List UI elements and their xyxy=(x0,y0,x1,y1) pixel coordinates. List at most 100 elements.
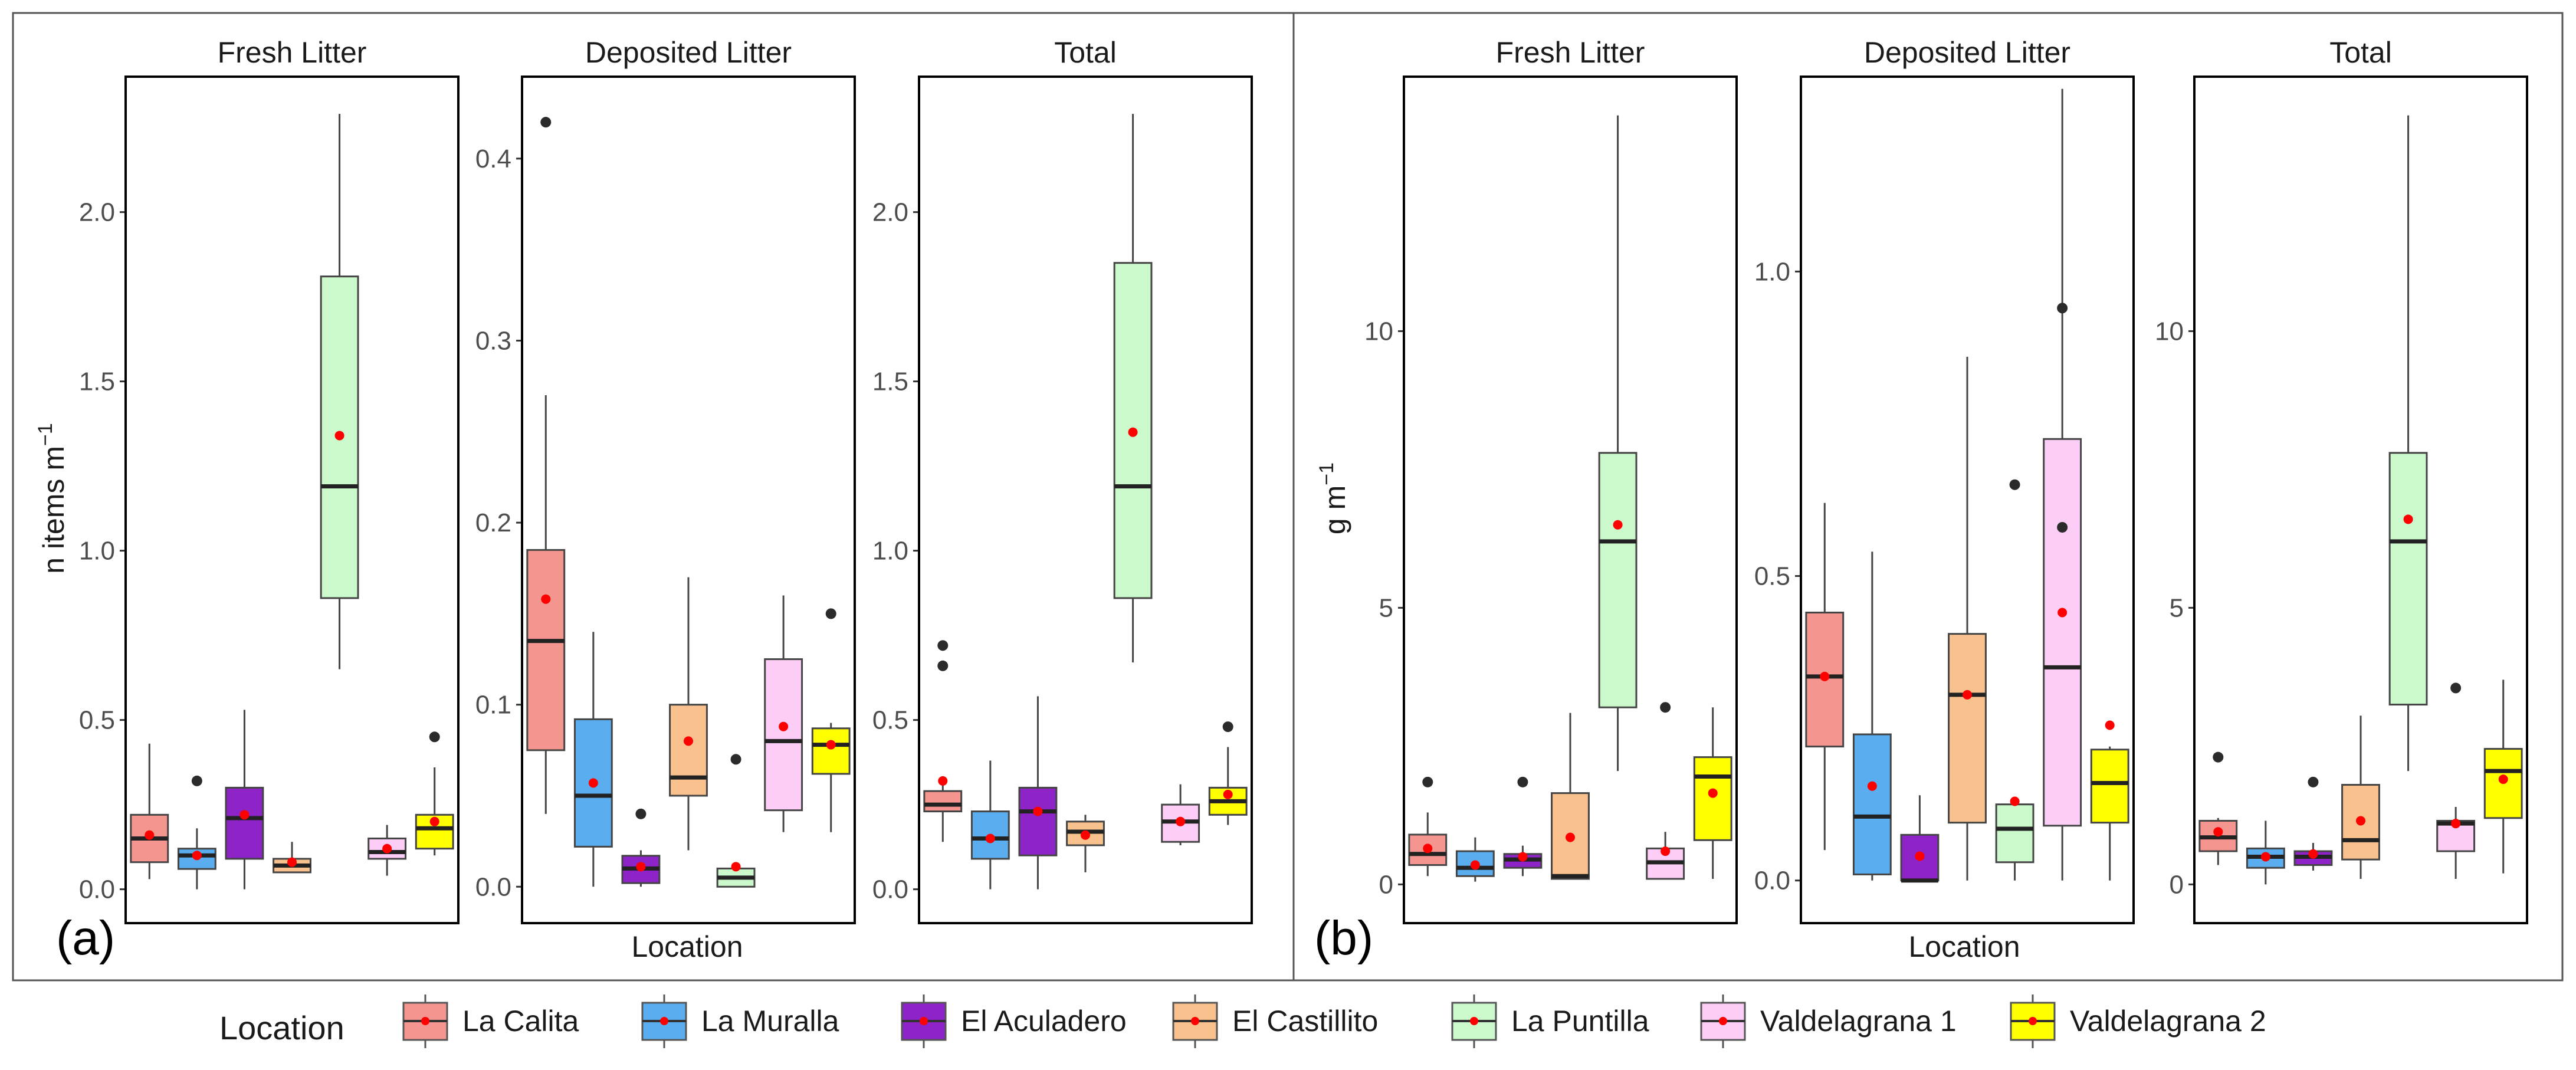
outlier-point xyxy=(1517,776,1528,787)
mean-point xyxy=(1708,788,1718,798)
mean-point xyxy=(938,776,948,786)
y-tick-label: 0.3 xyxy=(475,326,511,355)
panel-4: Fresh Litter 0 5 10 xyxy=(1364,36,1738,924)
legend-item: La Muralla xyxy=(641,994,839,1048)
legend-key-mean xyxy=(1191,1017,1199,1025)
mean-point xyxy=(2451,819,2461,829)
y-axis-title-a: n items m−1 xyxy=(34,423,70,573)
y-axis-title-a-sup: −1 xyxy=(34,423,57,446)
mean-point xyxy=(985,833,995,843)
legend-label: El Aculadero xyxy=(961,1005,1127,1038)
box-7 xyxy=(415,731,454,856)
outlier-point xyxy=(2057,521,2068,533)
box-2 xyxy=(1852,552,1892,881)
box-6 xyxy=(367,825,407,876)
mean-point xyxy=(731,862,741,872)
y-tick-label: 0.5 xyxy=(1754,562,1790,591)
box-1 xyxy=(923,640,963,842)
box-2 xyxy=(573,632,613,887)
panel-label-b: (b) xyxy=(1314,911,1373,965)
box-5 xyxy=(716,754,756,888)
legend-items: La Calita La Muralla El Aculadero El Castil… xyxy=(402,994,2266,1048)
box-6 xyxy=(1161,784,1200,845)
y-tick-label: 1.5 xyxy=(872,367,908,396)
y-tick-label: 10 xyxy=(1364,317,1393,346)
y-tick-label: 10 xyxy=(2155,317,2184,346)
box-rect xyxy=(1018,786,1058,856)
mean-point xyxy=(145,830,155,840)
mean-point xyxy=(1518,852,1528,862)
mean-point xyxy=(2105,720,2115,730)
outlier-point xyxy=(825,608,836,619)
box-6 xyxy=(2436,682,2476,879)
legend-title: Location xyxy=(219,1009,344,1046)
legend-label: La Calita xyxy=(462,1005,579,1038)
outlier-point xyxy=(1660,702,1671,713)
mean-point xyxy=(334,431,344,441)
mean-point xyxy=(192,851,202,861)
y-tick-label: 1.0 xyxy=(872,537,908,566)
legend-label: Valdelagrana 1 xyxy=(1760,1005,1957,1038)
mean-point xyxy=(636,862,646,872)
box-1 xyxy=(130,743,169,879)
mean-point xyxy=(1661,846,1671,856)
mean-point xyxy=(826,740,836,750)
outer-frame xyxy=(12,12,2564,982)
y-axis-title-b-text: g m xyxy=(1318,485,1351,534)
outlier-point xyxy=(2450,682,2462,694)
box-7 xyxy=(2090,720,2129,881)
y-tick-label: 0.2 xyxy=(475,508,511,537)
box-3 xyxy=(1900,795,1940,883)
box-3 xyxy=(1018,696,1058,890)
box-6 xyxy=(1646,702,1685,880)
x-axis-title-a: Location xyxy=(631,930,743,963)
box-7 xyxy=(2483,680,2523,874)
y-tick-label: 0.0 xyxy=(1754,866,1790,895)
panel-6: Total 0 5 10 xyxy=(2155,36,2528,924)
y-tick-label: 2.0 xyxy=(872,198,908,227)
box-1 xyxy=(1408,776,1448,877)
box-7 xyxy=(1693,707,1732,879)
box-6 xyxy=(764,595,803,832)
mean-point xyxy=(1915,851,1925,861)
box-4 xyxy=(669,577,708,851)
box-5 xyxy=(1995,479,2034,881)
mean-point xyxy=(382,843,392,854)
mean-point xyxy=(2498,774,2508,785)
legend: Location La Calita La Muralla El Aculadero… xyxy=(219,994,2266,1048)
mean-point xyxy=(2403,514,2413,524)
box-5 xyxy=(1113,114,1153,663)
panel-5: Deposited Litter 0.0 0.5 1.0 xyxy=(1754,36,2135,924)
y-tick-label: 1.0 xyxy=(79,537,115,566)
outlier-point xyxy=(2308,776,2319,787)
mean-point xyxy=(588,778,598,788)
mean-point xyxy=(2057,608,2068,618)
box-3 xyxy=(225,710,264,890)
y-tick-label: 2.0 xyxy=(79,198,115,227)
outlier-point xyxy=(540,117,552,128)
mean-point xyxy=(1081,830,1090,840)
outlier-point xyxy=(191,775,202,786)
legend-key-mean xyxy=(920,1017,928,1025)
outlier-point xyxy=(429,731,440,743)
legend-item: La Puntilla xyxy=(1451,994,1649,1048)
box-4 xyxy=(1551,713,1590,880)
legend-label: Valdelagrana 2 xyxy=(2070,1005,2266,1038)
mean-point xyxy=(239,810,250,820)
box-3 xyxy=(2293,776,2333,871)
panel-border xyxy=(1800,76,2135,924)
box-7 xyxy=(811,608,851,832)
box-1 xyxy=(1805,503,1845,851)
panels: Fresh Litter 0.0 0.5 1.0 1.5 2.0 Deposited Lit… xyxy=(79,36,2528,924)
mean-point xyxy=(2213,827,2223,837)
outlier-point xyxy=(2213,751,2224,763)
box-3 xyxy=(621,808,661,887)
box-rect xyxy=(526,549,566,751)
mean-point xyxy=(541,594,551,604)
legend-key-mean xyxy=(1470,1017,1478,1025)
mean-point xyxy=(1820,671,1830,681)
y-tick-label: 0 xyxy=(1379,870,1393,899)
facet-title: Fresh Litter xyxy=(1496,36,1645,69)
facet-title: Total xyxy=(2329,36,2392,69)
outlier-point xyxy=(2009,479,2020,490)
